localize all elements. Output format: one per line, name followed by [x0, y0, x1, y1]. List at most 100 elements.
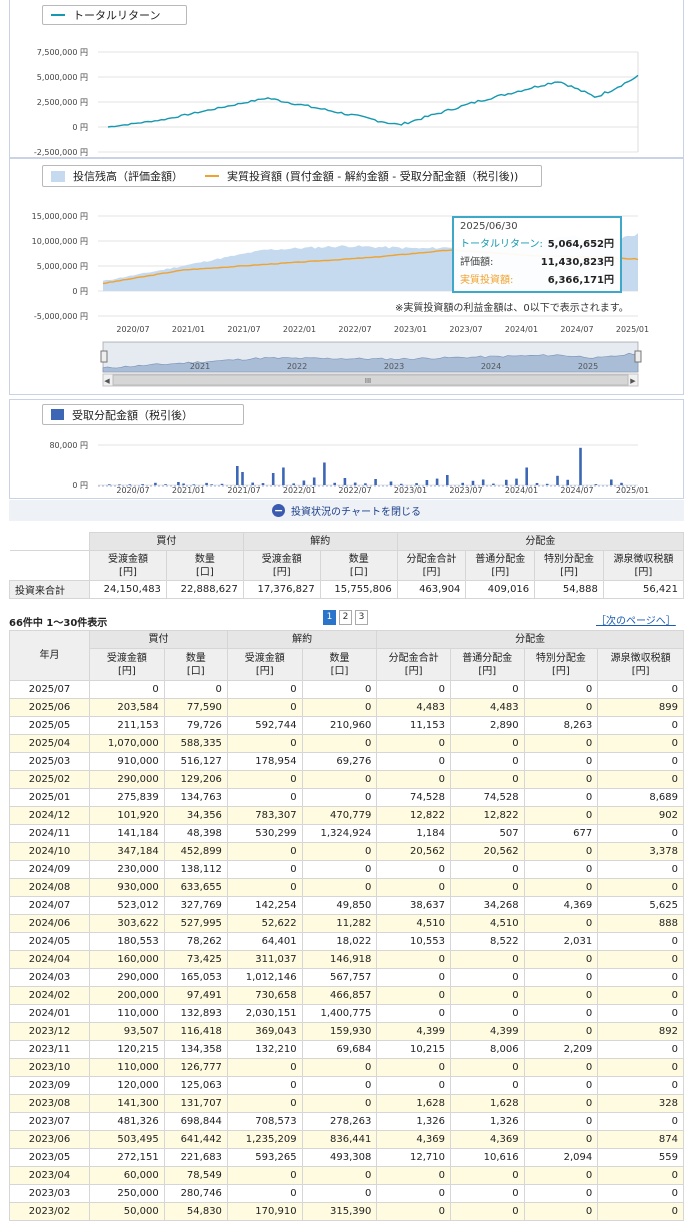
y-tick-label: 0 円: [72, 287, 88, 296]
table-cell: 141,184: [89, 824, 165, 843]
table-cell: 0: [523, 968, 599, 987]
table-cell: 132,893: [163, 1004, 228, 1023]
table-cell: 0: [301, 1076, 378, 1095]
table-cell: 452,899: [163, 842, 228, 861]
table-row[interactable]: 2023/07 481,326 698,844 708,573 278,263 1,326…: [9, 1112, 684, 1131]
table-cell: 1,628: [376, 1094, 451, 1113]
navigator-tick-label: 2023: [384, 362, 404, 371]
row-year-month: 2023/10: [9, 1058, 90, 1077]
group-header: 分配金: [396, 532, 685, 551]
table-cell: 470,779: [301, 806, 378, 825]
navigator-handle-left[interactable]: [100, 350, 108, 363]
distribution-bar: [220, 483, 224, 485]
table-row[interactable]: 2025/03 910,000 516,127 178,954 69,276 0 0 0 0: [9, 752, 684, 771]
table-row[interactable]: 2024/08 930,000 633,655 0 0 0 0 0 0: [9, 878, 684, 897]
table-row[interactable]: 2024/10 347,184 452,899 0 0 20,562 20,562 0 3,37…: [9, 842, 684, 861]
table-cell: 0: [449, 1004, 525, 1023]
table-row[interactable]: 2025/06 203,584 77,590 0 0 4,483 4,483 0 899: [9, 698, 684, 717]
row-year-month: 2025/07: [9, 680, 90, 699]
legend-label: 受取分配金額（税引後）: [72, 408, 193, 422]
table-cell: 633,655: [163, 878, 228, 897]
table-cell: 0: [523, 788, 599, 807]
table-row[interactable]: 2024/11 141,184 48,398 530,299 1,324,924 1,18…: [9, 824, 684, 843]
table-cell: 125,063: [163, 1076, 228, 1095]
legend-label-balance[interactable]: 投信残高（評価金額）: [73, 170, 183, 183]
table-row[interactable]: 2024/06 303,622 527,995 52,622 11,282 4,510 4,…: [9, 914, 684, 933]
table-cell: 48,398: [163, 824, 228, 843]
distribution-bar: [205, 482, 208, 485]
table-row[interactable]: 2025/04 1,070,000 588,335 0 0 0 0 0 0: [9, 734, 684, 753]
distribution-bar: [271, 473, 275, 485]
table-cell: 126,777: [163, 1058, 228, 1077]
table-row[interactable]: 2024/02 200,000 97,491 730,658 466,857 0 0 0 0: [9, 986, 684, 1005]
table-cell: 0: [301, 680, 378, 699]
table-row[interactable]: 2023/12 93,507 116,418 369,043 159,930 4,399 4…: [9, 1022, 684, 1041]
close-chart-link[interactable]: − 投資状況のチャートを閉じる: [9, 500, 684, 521]
row-year-month: 2024/10: [9, 842, 90, 861]
table-row[interactable]: 2023/06 503,495 641,442 1,235,209 836,441 4,3…: [9, 1130, 684, 1149]
distribution-bar: [461, 482, 464, 485]
table-cell: 210,960: [301, 716, 378, 735]
table-cell: 1,400,775: [301, 1004, 378, 1023]
table-cell: 0: [523, 878, 599, 897]
table-cell: 20,562: [376, 842, 451, 861]
y-tick-label: -5,000,000 円: [34, 312, 88, 321]
table-row[interactable]: 2024/05 180,553 78,262 64,401 18,022 10,553 8,…: [9, 932, 684, 951]
table-row[interactable]: 2023/09 120,000 125,063 0 0 0 0 0 0: [9, 1076, 684, 1095]
table-row[interactable]: 2024/04 160,000 73,425 311,037 146,918 0 0 0 0: [9, 950, 684, 969]
table-cell: 78,262: [163, 932, 228, 951]
page-2-button[interactable]: 2: [339, 610, 352, 625]
column-header: 特別分配金 [円]: [534, 550, 604, 581]
table-row[interactable]: 2023/02 50,000 54,830 170,910 315,390 0 0 0 0: [9, 1202, 684, 1221]
next-page-link[interactable]: ［次のページへ］: [596, 616, 676, 627]
table-cell: 0: [523, 1112, 599, 1131]
distribution-bar: [164, 484, 167, 485]
table-row[interactable]: 2024/07 523,012 327,769 142,254 49,850 38,637…: [9, 896, 684, 915]
scroll-right-arrow-icon[interactable]: ▶: [630, 377, 636, 385]
distribution-bar: [128, 484, 132, 486]
table-cell: 902: [597, 806, 684, 825]
summary-table: 買付 解約 分配金 受渡金額 [円] 数量 [口] 受渡金額 [円] 数量 [口] 分配金合計[…: [9, 532, 685, 599]
table-cell: 0: [449, 986, 525, 1005]
table-cell: 0: [597, 752, 684, 771]
table-cell: 0: [523, 1076, 599, 1095]
row-year-month: 2024/04: [9, 950, 90, 969]
column-header: 受渡金額 [円]: [89, 550, 167, 581]
x-tick-label: 2024/07: [560, 325, 593, 334]
y-tick-label: 2,500,000 円: [37, 98, 88, 107]
scrollbar-thumb[interactable]: [112, 374, 629, 386]
table-cell: 0: [449, 968, 525, 987]
legend-label-investment[interactable]: 実質投資額 (買付金額 - 解約金額 - 受取分配金額（税引後)): [227, 170, 519, 183]
table-row[interactable]: 2025/02 290,000 129,206 0 0 0 0 0 0: [9, 770, 684, 789]
distribution-bar: [620, 482, 623, 486]
table-cell: 899: [597, 698, 684, 717]
distribution-legend[interactable]: 受取分配金額（税引後）: [42, 404, 244, 425]
table-row[interactable]: 2025/01 275,839 134,763 0 0 74,528 74,528 0 8,68…: [9, 788, 684, 807]
navigator-tick-label: 2021: [190, 362, 210, 371]
table-row[interactable]: 2024/03 290,000 165,053 1,012,146 567,757 0 0 0…: [9, 968, 684, 987]
table-row[interactable]: 2024/09 230,000 138,112 0 0 0 0 0 0: [9, 860, 684, 879]
page-1-button[interactable]: 1: [323, 610, 336, 625]
table-cell: 910,000: [89, 752, 165, 771]
table-row[interactable]: 2024/01 110,000 132,893 2,030,151 1,400,775 0…: [9, 1004, 684, 1023]
table-cell: 0: [301, 788, 378, 807]
table-row[interactable]: 2023/08 141,300 131,707 0 0 1,628 1,628 0 328: [9, 1094, 684, 1113]
table-row[interactable]: 2024/12 101,920 34,356 783,307 470,779 12,822…: [9, 806, 684, 825]
table-row[interactable]: 2023/04 60,000 78,549 0 0 0 0 0 0: [9, 1166, 684, 1185]
navigator-handle-right[interactable]: [634, 350, 642, 363]
x-tick-label: 2023/01: [394, 325, 427, 334]
total-return-legend[interactable]: トータルリターン: [42, 5, 187, 25]
x-tick-label: 2022/01: [283, 486, 316, 495]
scroll-left-arrow-icon[interactable]: ◀: [104, 377, 110, 385]
table-row[interactable]: 2023/05 272,151 221,683 593,265 493,308 12,71…: [9, 1148, 684, 1167]
row-year-month: 2025/02: [9, 770, 90, 789]
distribution-bar: [374, 479, 377, 485]
close-chart-label: 投資状況のチャートを閉じる: [291, 507, 421, 518]
page-3-button[interactable]: 3: [355, 610, 368, 625]
table-cell: 20,562: [449, 842, 525, 861]
table-row[interactable]: 2025/05 211,153 79,726 592,744 210,960 11,153…: [9, 716, 684, 735]
table-row[interactable]: 2023/10 110,000 126,777 0 0 0 0 0 0: [9, 1058, 684, 1077]
table-row[interactable]: 2025/07 0 0 0 0 0 0 0 0: [9, 680, 684, 699]
distribution-bar: [566, 479, 569, 486]
table-row[interactable]: 2023/11 120,215 134,358 132,210 69,684 10,215…: [9, 1040, 684, 1059]
